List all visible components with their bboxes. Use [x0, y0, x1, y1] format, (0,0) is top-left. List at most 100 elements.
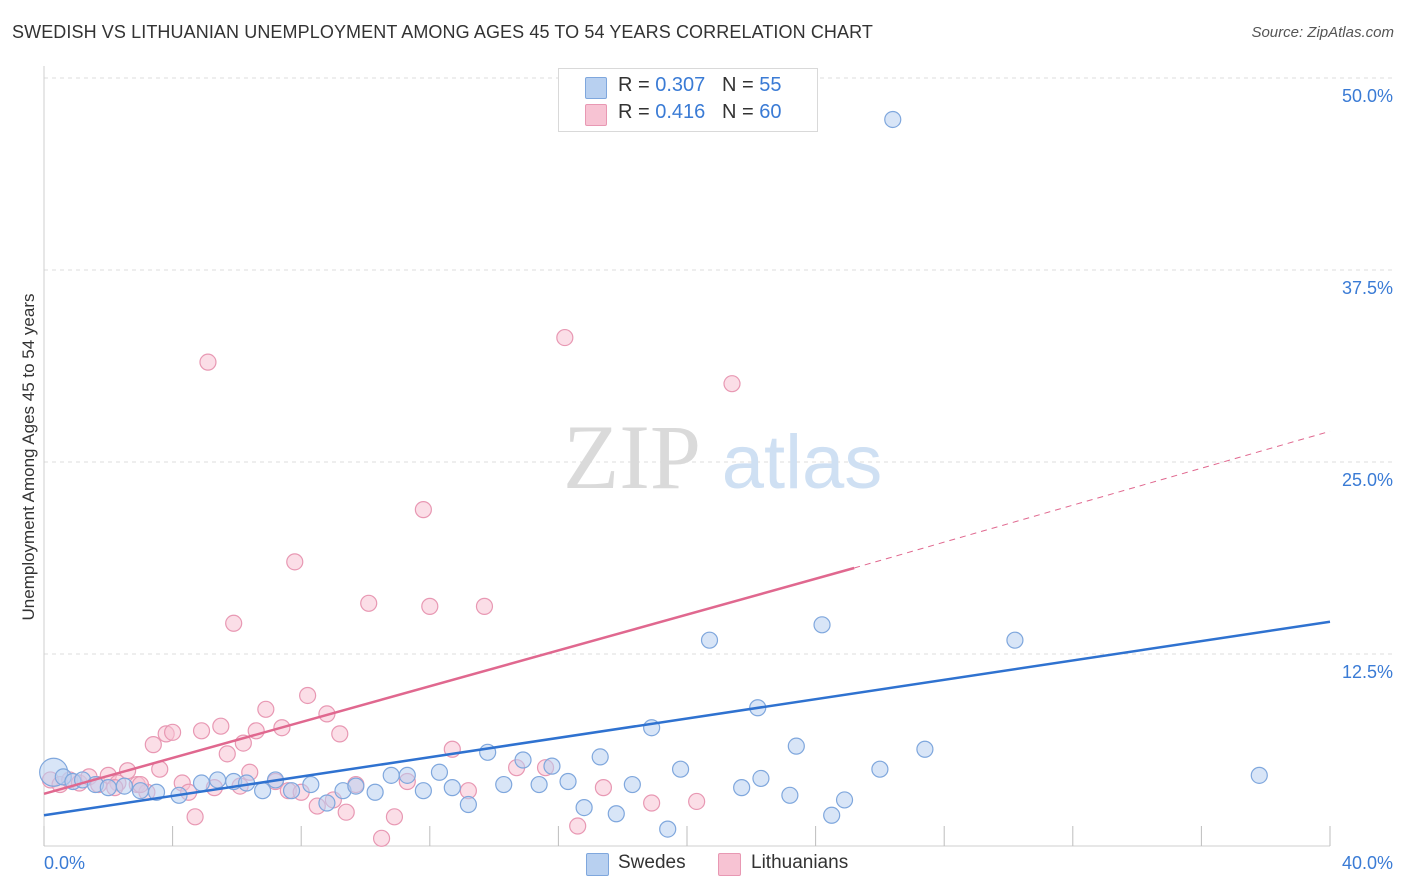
swedes-point [781, 786, 799, 804]
lithuanians-point [723, 375, 741, 393]
lithuanians-point [594, 779, 613, 797]
swedes-point [543, 757, 561, 775]
swedes-point [591, 748, 609, 766]
legend-r-label: R = [618, 74, 656, 96]
swedes-point [623, 775, 641, 794]
swedes-point [209, 771, 227, 789]
legend-swatch-swedes [585, 77, 607, 99]
lithuanians-point [212, 717, 230, 735]
y-axis-title: Unemployment Among Ages 45 to 54 years [19, 294, 38, 621]
axis-layer [43, 66, 1331, 847]
lithuanians-point [337, 803, 355, 821]
swedes-point [282, 782, 301, 800]
swedes-point [752, 769, 770, 788]
correlation-legend: R = 0.307 N = 55 R = 0.416 N = 60 [558, 68, 818, 132]
swedes-point [443, 779, 461, 797]
swedes-point [414, 782, 432, 800]
swedes-point [733, 779, 751, 797]
lithuanians-point [199, 353, 217, 371]
swedes-point [530, 775, 548, 794]
swedes-point [787, 737, 805, 755]
lithuanians-point [186, 808, 204, 826]
grid-layer [44, 77, 1392, 655]
swedes-point [147, 783, 166, 801]
legend-r-label: R = [618, 101, 656, 123]
lithuanians-point [225, 614, 243, 632]
lithuanians-point [421, 597, 439, 615]
source-credit: Source: ZipAtlas.com [1251, 24, 1394, 41]
swedes-point [671, 760, 690, 778]
bottom-legend-label-lithuanians: Lithuanians [751, 852, 849, 873]
swedes-points [39, 110, 1268, 838]
swedes-point [1006, 631, 1024, 649]
lithuanians-trend-line [43, 566, 855, 795]
lithuanians-point [360, 594, 378, 612]
swedes-point [366, 783, 384, 801]
swedes-point [302, 775, 320, 794]
bottom-legend-label-swedes: Swedes [618, 852, 686, 873]
lithuanians-point [643, 794, 661, 812]
lithuanians-point [331, 725, 349, 743]
swedes-point [1250, 766, 1268, 784]
swedes-point [659, 820, 677, 838]
lithuanians-trend-extension [854, 430, 1331, 569]
swedes-point [459, 795, 477, 814]
swedes-point [318, 794, 336, 812]
swedes-point [916, 740, 934, 758]
lithuanians-point [286, 553, 304, 571]
lithuanians-point [569, 817, 587, 835]
swedes-point [835, 791, 854, 809]
swedes-point [398, 766, 416, 784]
lithuanians-point [556, 328, 574, 347]
swedes-point [514, 751, 532, 769]
label-layer: 12.5% 25.0% 37.5% 50.0% 0.0% 40.0% Unemploymen… [19, 86, 1393, 873]
lithuanians-point [257, 700, 275, 718]
legend-r-value: 0.307 [655, 74, 706, 96]
watermark-layer: ZIP atlas [563, 406, 882, 508]
watermark-zip: ZIP [563, 406, 701, 508]
swedes-point [99, 779, 117, 797]
swedes-point [192, 774, 211, 792]
swedes-point [430, 763, 449, 781]
lithuanians-point [414, 501, 432, 519]
swedes-point [884, 110, 902, 129]
legend-n-label: N = [721, 101, 760, 123]
legend-n-label: N = [721, 74, 760, 96]
lithuanians-point [144, 736, 162, 754]
swedes-point [115, 777, 133, 795]
legend-n-value: 60 [759, 101, 782, 123]
swedes-point [495, 775, 513, 794]
lithuanians-point [688, 792, 706, 811]
swedes-point [131, 782, 150, 800]
y-tick-label: 12.5% [1342, 662, 1393, 682]
swedes-point [559, 772, 577, 791]
legend-n-value: 55 [759, 74, 782, 96]
swedes-point [575, 798, 593, 817]
lithuanians-point [372, 829, 391, 847]
swedes-trend-line [43, 620, 1331, 817]
trend-layer [43, 430, 1331, 817]
lithuanians-point [385, 808, 404, 826]
x-tick-label: 40.0% [1342, 853, 1393, 873]
chart-title: SWEDISH VS LITHUANIAN UNEMPLOYMENT AMONG… [12, 22, 874, 42]
x-tick-label: 0.0% [44, 853, 85, 873]
lithuanians-point [192, 722, 211, 740]
legend-r-value: 0.416 [655, 101, 706, 123]
lithuanians-point [164, 723, 182, 741]
swedes-point [607, 805, 625, 823]
watermark-atlas: atlas [722, 420, 883, 505]
lithuanians-point [299, 686, 317, 705]
y-tick-label: 50.0% [1342, 86, 1393, 106]
swedes-point [347, 777, 365, 795]
bottom-swatch-lithuanians [718, 853, 741, 876]
legend-text-swedes: R = 0.307 N = 55 [618, 74, 781, 97]
lithuanians-point [218, 745, 236, 763]
y-tick-label: 37.5% [1342, 278, 1393, 298]
swedes-point [813, 616, 831, 634]
y-tick-label: 25.0% [1342, 470, 1393, 490]
swedes-point [700, 631, 719, 649]
swedes-point [254, 782, 272, 800]
lithuanians-point [475, 597, 494, 615]
bottom-swatch-swedes [586, 853, 609, 876]
